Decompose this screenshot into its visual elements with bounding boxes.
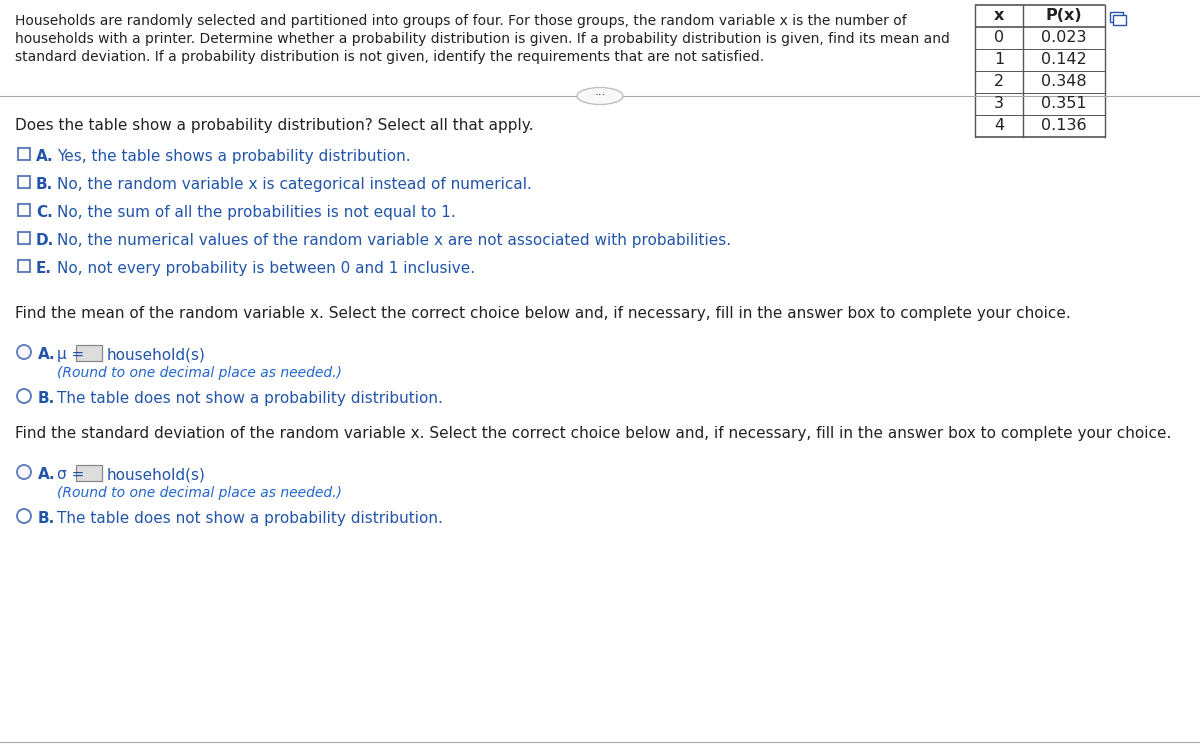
Text: (Round to one decimal place as needed.): (Round to one decimal place as needed.) bbox=[58, 486, 342, 500]
Text: x: x bbox=[994, 8, 1004, 24]
Text: No, the random variable x is categorical instead of numerical.: No, the random variable x is categorical… bbox=[58, 177, 532, 192]
Text: standard deviation. If a probability distribution is not given, identify the req: standard deviation. If a probability dis… bbox=[14, 50, 764, 64]
Text: Find the mean of the random variable x. Select the correct choice below and, if : Find the mean of the random variable x. … bbox=[14, 306, 1070, 321]
Text: Does the table show a probability distribution? Select all that apply.: Does the table show a probability distri… bbox=[14, 118, 534, 133]
Text: 4: 4 bbox=[994, 119, 1004, 134]
Text: A.: A. bbox=[38, 347, 55, 362]
FancyBboxPatch shape bbox=[18, 148, 30, 160]
Text: 0: 0 bbox=[994, 31, 1004, 46]
Text: Yes, the table shows a probability distribution.: Yes, the table shows a probability distr… bbox=[58, 149, 410, 164]
FancyBboxPatch shape bbox=[76, 345, 102, 361]
Text: B.: B. bbox=[38, 511, 55, 526]
Text: Find the standard deviation of the random variable x. Select the correct choice : Find the standard deviation of the rando… bbox=[14, 426, 1171, 441]
Text: C.: C. bbox=[36, 205, 53, 220]
FancyBboxPatch shape bbox=[18, 176, 30, 188]
FancyBboxPatch shape bbox=[1110, 12, 1123, 22]
Text: The table does not show a probability distribution.: The table does not show a probability di… bbox=[58, 511, 443, 526]
Text: household(s): household(s) bbox=[107, 467, 206, 482]
Text: No, the numerical values of the random variable x are not associated with probab: No, the numerical values of the random v… bbox=[58, 233, 731, 248]
Text: household(s): household(s) bbox=[107, 347, 206, 362]
Ellipse shape bbox=[577, 87, 623, 104]
Text: 0.142: 0.142 bbox=[1042, 52, 1087, 67]
Text: A.: A. bbox=[38, 467, 55, 482]
Text: Households are randomly selected and partitioned into groups of four. For those : Households are randomly selected and par… bbox=[14, 14, 907, 28]
FancyBboxPatch shape bbox=[18, 204, 30, 216]
Text: (Round to one decimal place as needed.): (Round to one decimal place as needed.) bbox=[58, 366, 342, 380]
Text: D.: D. bbox=[36, 233, 54, 248]
Text: B.: B. bbox=[36, 177, 53, 192]
Text: 2: 2 bbox=[994, 75, 1004, 90]
Text: 0.136: 0.136 bbox=[1042, 119, 1087, 134]
Text: ···: ··· bbox=[594, 90, 606, 102]
FancyBboxPatch shape bbox=[1114, 15, 1126, 25]
Text: 0.023: 0.023 bbox=[1042, 31, 1087, 46]
FancyBboxPatch shape bbox=[18, 260, 30, 272]
Text: No, the sum of all the probabilities is not equal to 1.: No, the sum of all the probabilities is … bbox=[58, 205, 456, 220]
Text: μ =: μ = bbox=[58, 347, 89, 362]
Text: The table does not show a probability distribution.: The table does not show a probability di… bbox=[58, 391, 443, 406]
Text: 0.348: 0.348 bbox=[1042, 75, 1087, 90]
Text: E.: E. bbox=[36, 261, 52, 276]
FancyBboxPatch shape bbox=[76, 465, 102, 481]
Text: No, not every probability is between 0 and 1 inclusive.: No, not every probability is between 0 a… bbox=[58, 261, 475, 276]
Text: 0.351: 0.351 bbox=[1042, 96, 1087, 111]
Text: 3: 3 bbox=[994, 96, 1004, 111]
FancyBboxPatch shape bbox=[18, 232, 30, 244]
Text: B.: B. bbox=[38, 391, 55, 406]
Text: 1: 1 bbox=[994, 52, 1004, 67]
Text: σ =: σ = bbox=[58, 467, 89, 482]
Text: A.: A. bbox=[36, 149, 54, 164]
Text: households with a printer. Determine whether a probability distribution is given: households with a printer. Determine whe… bbox=[14, 32, 950, 46]
Text: P(x): P(x) bbox=[1045, 8, 1082, 24]
